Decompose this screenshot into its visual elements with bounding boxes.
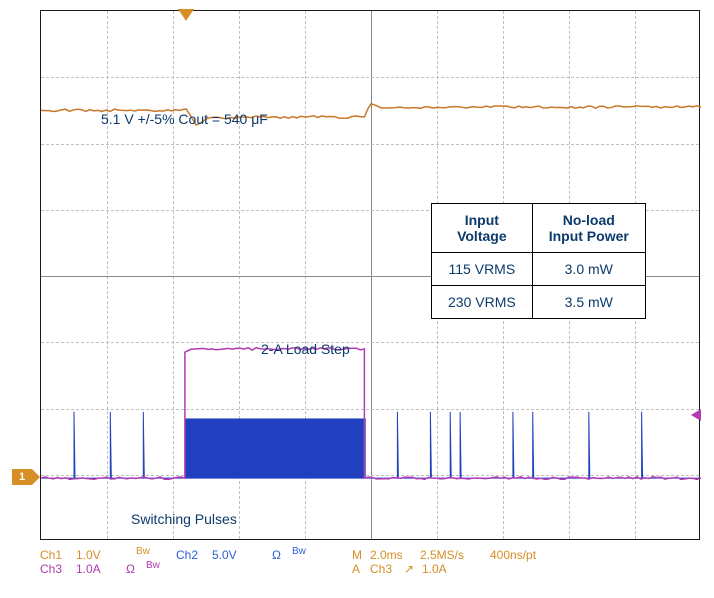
- vout-label: 5.1 V +/-5% Cout = 540 μF: [101, 111, 268, 127]
- ch3-label: Ch3: [40, 562, 76, 576]
- trigger-position-marker: [178, 9, 194, 21]
- sample-rate: 2.5MS/s: [420, 548, 490, 562]
- ch1-bw-icon: Bw: [136, 546, 176, 560]
- ch3-bw-icon: Bw: [146, 560, 352, 574]
- ch3-scale: 1.0A: [76, 562, 126, 576]
- table-header-voltage: InputVoltage: [432, 204, 533, 253]
- oscilloscope-plot: 5.1 V +/-5% Cout = 540 μF 2-A Load Step …: [40, 10, 700, 540]
- ch3-reference-arrow: [691, 409, 701, 421]
- ch2-bw-icon: Bw: [292, 546, 352, 560]
- load-step-label: 2-A Load Step: [261, 341, 350, 357]
- table-header-power: No-loadInput Power: [532, 204, 645, 253]
- power-table: InputVoltage No-loadInput Power 115 VRMS…: [431, 203, 646, 319]
- switching-pulses-label: Switching Pulses: [131, 511, 237, 527]
- readout-line-2: Ch3 1.0A Ω Bw A Ch3 ↗ 1.0A: [40, 562, 700, 576]
- scope-readout: Ch1 1.0V Bw Ch2 5.0V Ω Bw M 2.0ms 2.5MS/…: [40, 548, 700, 576]
- readout-line-1: Ch1 1.0V Bw Ch2 5.0V Ω Bw M 2.0ms 2.5MS/…: [40, 548, 700, 562]
- table-row: 230 VRMS 3.5 mW: [432, 286, 646, 319]
- timebase-value: 2.0ms: [370, 548, 420, 562]
- trigger-prefix: A: [352, 562, 370, 576]
- trigger-source: Ch3: [370, 562, 404, 576]
- ch1-label: Ch1: [40, 548, 76, 562]
- time-per-point: 400ns/pt: [490, 548, 560, 562]
- trigger-slope-icon: ↗: [404, 562, 422, 576]
- ch1-ground-marker: 1: [12, 469, 32, 485]
- timebase-prefix: M: [352, 548, 370, 562]
- ch1-scale: 1.0V: [76, 548, 136, 562]
- table-row: 115 VRMS 3.0 mW: [432, 253, 646, 286]
- trigger-level: 1.0A: [422, 562, 472, 576]
- ch3-ohm-icon: Ω: [126, 562, 146, 576]
